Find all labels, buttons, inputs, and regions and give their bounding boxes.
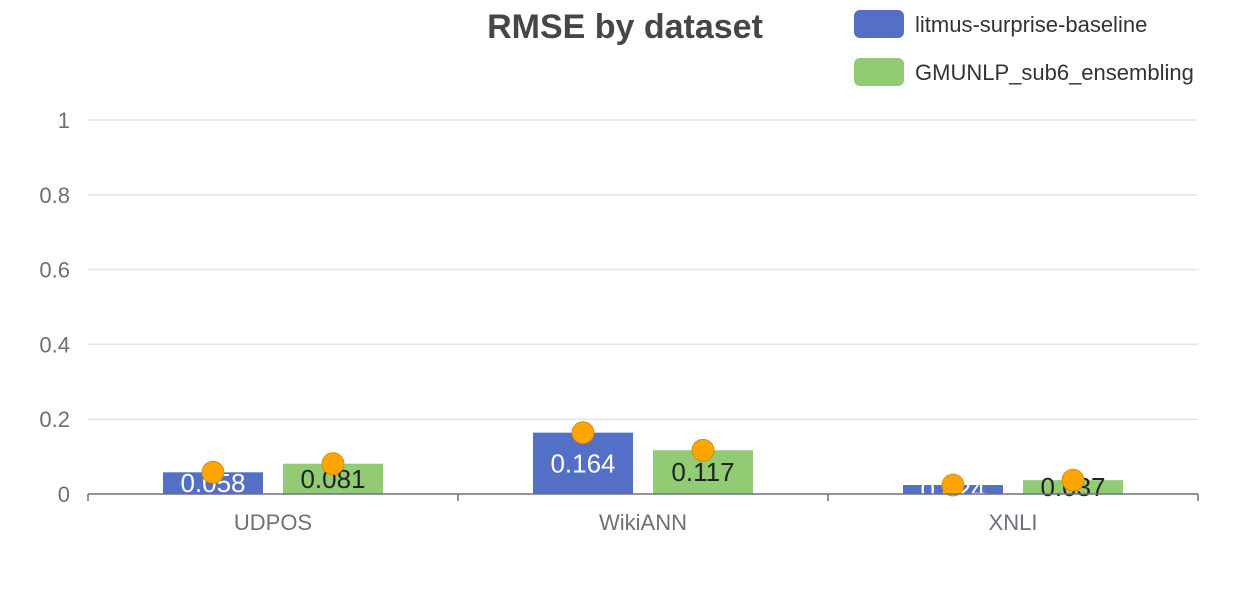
point-marker: [941, 473, 965, 497]
legend: litmus-surprise-baseline GMUNLP_sub6_ense…: [854, 10, 1194, 86]
point-marker: [571, 421, 595, 445]
chart-title: RMSE by dataset: [487, 8, 763, 46]
y-tick-label: 0: [58, 482, 70, 507]
grid: [88, 119, 1198, 420]
point-markers: [201, 421, 1085, 497]
x-tick-label: WikiANN: [599, 510, 687, 535]
x-tick-label: UDPOS: [234, 510, 312, 535]
legend-label: litmus-surprise-baseline: [915, 12, 1147, 37]
x-tick-label: XNLI: [989, 510, 1038, 535]
axes: 0 0.2 0.4 0.6 0.8 1 UDPOS WikiANN XNLI: [39, 108, 1199, 535]
legend-label: GMUNLP_sub6_ensembling: [915, 60, 1194, 85]
bar-data-label: 0.164: [550, 448, 615, 478]
point-marker: [321, 452, 345, 476]
y-tick-label: 0.2: [39, 407, 70, 432]
bar-data-label: 0.117: [671, 457, 734, 487]
point-marker: [691, 438, 715, 462]
point-marker: [1061, 468, 1085, 492]
y-tick-label: 0.6: [39, 258, 70, 283]
legend-swatch: [854, 10, 904, 38]
point-marker: [201, 460, 225, 484]
y-tick-label: 1: [58, 108, 70, 133]
y-tick-label: 0.8: [39, 183, 70, 208]
legend-swatch: [854, 58, 904, 86]
y-tick-label: 0.4: [39, 332, 70, 357]
